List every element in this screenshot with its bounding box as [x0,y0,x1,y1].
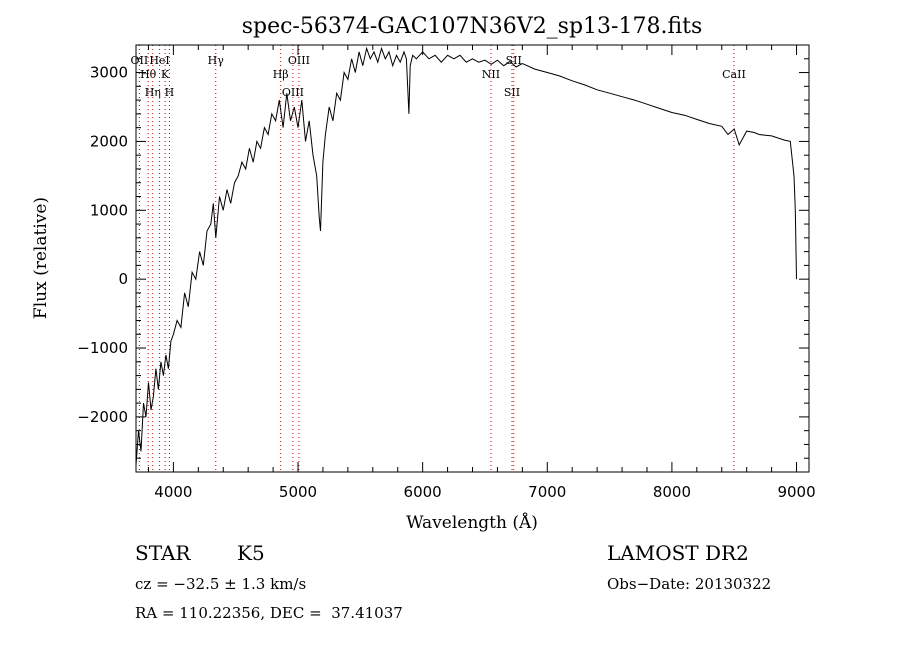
coordinates: RA = 110.22356, DEC = 37.41037 [135,604,403,622]
line-label-2: Hη [145,86,161,99]
y-tick-label-2: 0 [118,270,128,288]
y-tick-label-1: −1000 [77,339,128,357]
x-tick-label-0: 4000 [154,483,192,501]
chart-title: spec-56374-GAC107N36V2_sp13-178.fits [242,14,703,39]
x-tick-label-4: 8000 [653,483,691,501]
line-label-11: SII [504,86,520,99]
y-tick-label-3: 1000 [90,201,128,219]
x-axis-label: Wavelength (Å) [406,512,538,533]
y-tick-label-5: 3000 [90,64,128,82]
line-label-8: OIII [282,86,304,99]
line-label-0: OII [131,54,149,67]
line-label-7: Hβ [273,68,289,81]
line-label-9: OIII [288,54,310,67]
line-label-1: Hθ [140,68,157,81]
x-tick-label-3: 7000 [528,483,566,501]
plot-frame [135,44,810,473]
redshift-velocity: cz = −32.5 ± 1.3 km/s [135,575,307,593]
line-label-12: SII [506,54,522,67]
axis-ticks: 4000 5000 6000 7000 8000 9000 −2000 −1000 0 1000 2… [77,44,816,501]
object-class: STAR [135,541,191,565]
spectrum-series [135,46,797,466]
line-label-10: NII [482,68,500,81]
line-label-4: K [161,68,170,81]
x-tick-label-5: 9000 [777,483,815,501]
line-label-13: CaII [722,68,746,81]
x-tick-label-2: 6000 [404,483,442,501]
y-tick-label-4: 2000 [90,132,128,150]
survey-name: LAMOST DR2 [607,541,749,565]
line-label-3: HeI [149,54,169,67]
y-axis-label: Flux (relative) [31,197,51,319]
line-label-6: Hγ [208,54,225,67]
observation-date: Obs−Date: 20130322 [607,575,772,593]
x-tick-label-1: 5000 [279,483,317,501]
line-label-5: H [165,86,175,99]
spectrum-line-0 [135,46,797,466]
object-subclass: K5 [237,541,265,565]
y-tick-label-0: −2000 [77,408,128,426]
